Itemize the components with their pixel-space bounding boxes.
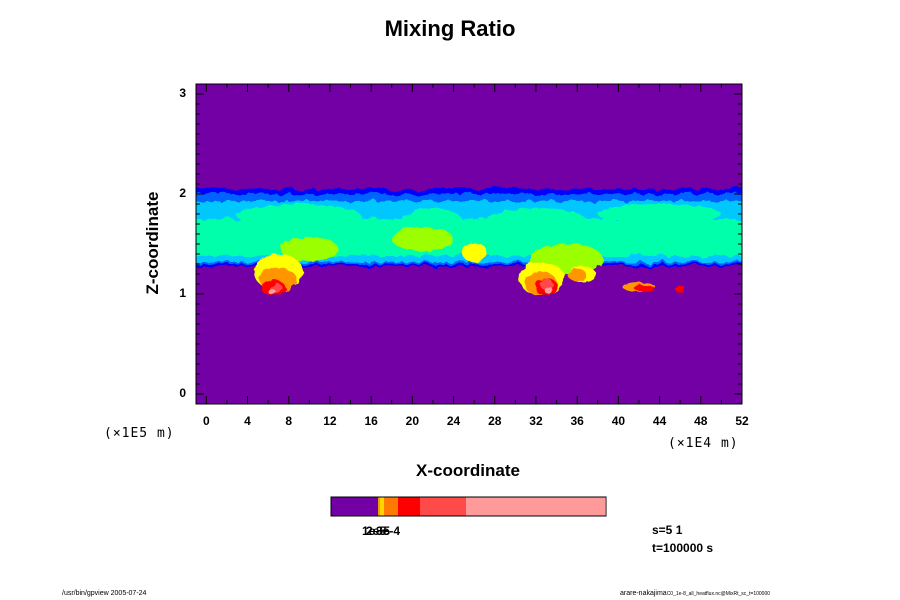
x-tick-label-9: 36 bbox=[570, 414, 584, 428]
chart-title: Mixing Ratio bbox=[384, 16, 516, 41]
x-tick-label-3: 12 bbox=[323, 414, 337, 428]
field-blob-22 bbox=[268, 289, 276, 295]
x-tick-label-11: 44 bbox=[652, 414, 667, 428]
y-tick-label-0: 0 bbox=[179, 386, 186, 400]
colorbar-segment-7 bbox=[466, 497, 605, 516]
y-tick-label-3: 3 bbox=[179, 86, 186, 100]
field-blob-3 bbox=[484, 208, 588, 236]
field-blob-19 bbox=[675, 286, 686, 292]
x-scale-label: (×1E4 m) bbox=[668, 436, 739, 451]
colorbar-segment-4 bbox=[384, 497, 398, 516]
x-tick-label-5: 20 bbox=[405, 414, 419, 428]
mixing-ratio-field bbox=[196, 189, 742, 296]
x-tick-label-8: 32 bbox=[529, 414, 543, 428]
field-blob-14 bbox=[567, 269, 587, 281]
field-blob-1 bbox=[237, 204, 361, 228]
field-blob-11 bbox=[461, 242, 487, 262]
field-blob-6 bbox=[280, 237, 339, 261]
footer-right: arare-nakajimaC0_1e-8_all_heatflux.nc@Mi… bbox=[620, 590, 770, 597]
field-blob-18 bbox=[633, 284, 655, 292]
colorbar-segment-1 bbox=[331, 497, 378, 516]
x-tick-label-4: 16 bbox=[364, 414, 378, 428]
colorbar-segment-3 bbox=[380, 497, 384, 516]
footer-left: /usr/bin/gpview 2005-07-24 bbox=[62, 590, 147, 597]
y-axis-label: Z-coordinate bbox=[143, 191, 162, 295]
colorbar-label-2: 2e-5 bbox=[366, 524, 391, 538]
field-blob-4 bbox=[597, 204, 722, 224]
colorbar-segment-5 bbox=[398, 497, 420, 516]
footer-right-small: C0_1e-8_all_heatflux.nc@MixRt_sc_t=10000… bbox=[666, 591, 771, 597]
field-blob-5 bbox=[391, 227, 454, 251]
field-blob-23 bbox=[544, 286, 552, 294]
info-s-value: s=5 1 bbox=[652, 523, 683, 537]
x-tick-label-13: 52 bbox=[735, 414, 749, 428]
footer-right-main: arare-nakajima bbox=[620, 590, 667, 597]
x-tick-label-1: 4 bbox=[244, 414, 251, 428]
x-tick-label-2: 8 bbox=[285, 414, 293, 428]
colorbar-label-1: 1e-5 bbox=[362, 524, 387, 538]
field-blob-group bbox=[237, 204, 722, 296]
x-tick-label-6: 24 bbox=[446, 414, 461, 428]
colorbar-segment-6 bbox=[420, 497, 466, 516]
y-tick-label-2: 2 bbox=[179, 186, 186, 200]
axis-ticks bbox=[196, 84, 743, 405]
colorbar-frame bbox=[330, 496, 607, 517]
x-tick-label-10: 40 bbox=[611, 414, 626, 428]
y-scale-label: (×1E5 m) bbox=[104, 426, 175, 441]
x-axis-label: X-coordinate bbox=[416, 461, 520, 480]
colorbar-segment-2 bbox=[378, 497, 380, 516]
colorbar bbox=[330, 496, 607, 517]
x-tick-label-7: 28 bbox=[488, 414, 502, 428]
plot-area bbox=[195, 83, 743, 405]
x-tick-label-12: 48 bbox=[694, 414, 708, 428]
info-time: t=100000 s bbox=[652, 541, 714, 555]
y-tick-label-1: 1 bbox=[179, 286, 186, 300]
colorbar-label-3: 3e-4 bbox=[376, 524, 401, 538]
x-tick-label-0: 0 bbox=[202, 414, 210, 428]
